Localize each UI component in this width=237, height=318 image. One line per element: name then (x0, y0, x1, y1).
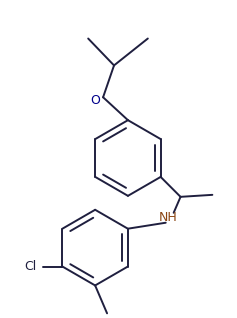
Text: O: O (90, 94, 100, 107)
Text: NH: NH (158, 211, 177, 224)
Text: Cl: Cl (24, 260, 37, 273)
